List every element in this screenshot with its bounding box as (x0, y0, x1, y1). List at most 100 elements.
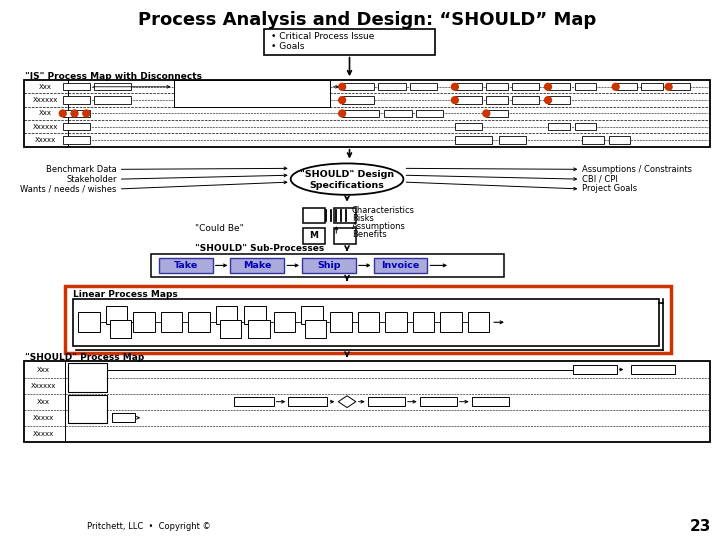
Circle shape (544, 97, 552, 104)
Text: Xxxxx: Xxxxx (32, 431, 54, 437)
Text: 23: 23 (689, 519, 711, 534)
Bar (274, 312, 295, 332)
Text: Project Goals: Project Goals (582, 185, 637, 193)
Circle shape (451, 83, 459, 90)
Bar (110, 320, 131, 338)
Circle shape (338, 97, 346, 104)
Bar (609, 137, 631, 144)
Text: • Critical Process Issue: • Critical Process Issue (271, 32, 374, 42)
Bar (68, 363, 107, 393)
Text: Process Analysis and Design: “SHOULD” Map: Process Analysis and Design: “SHOULD” Ma… (138, 11, 595, 29)
Bar (548, 123, 570, 131)
Bar (94, 97, 131, 104)
Circle shape (665, 83, 672, 90)
Bar (220, 320, 241, 338)
Bar (455, 137, 492, 144)
Bar (248, 320, 269, 338)
Circle shape (59, 110, 66, 117)
Text: "SHOULD" Design: "SHOULD" Design (300, 170, 394, 179)
Circle shape (338, 83, 346, 90)
Bar (63, 110, 90, 117)
Bar (24, 80, 710, 147)
Bar (305, 320, 326, 338)
Bar (548, 83, 570, 90)
Bar (472, 397, 509, 406)
Bar (499, 137, 526, 144)
Text: Xxx: Xxx (37, 399, 50, 404)
Bar (575, 123, 596, 131)
Bar (230, 258, 284, 273)
Bar (24, 361, 710, 442)
Bar (548, 97, 570, 104)
Text: Assumptions / Constraints: Assumptions / Constraints (582, 165, 693, 174)
Bar (302, 258, 356, 273)
Bar (379, 83, 406, 90)
Bar (669, 83, 690, 90)
Polygon shape (338, 396, 356, 408)
Bar (410, 83, 437, 90)
Text: Ship: Ship (318, 261, 341, 270)
Text: CBI / CPI: CBI / CPI (582, 174, 618, 184)
Text: "SHOULD" Process Map: "SHOULD" Process Map (25, 353, 145, 362)
Text: Stakeholder: Stakeholder (66, 174, 117, 184)
Bar (384, 110, 412, 117)
Text: Characteristics: Characteristics (352, 206, 415, 215)
Circle shape (483, 110, 490, 117)
Bar (188, 312, 210, 332)
Circle shape (612, 83, 619, 90)
Bar (512, 83, 539, 90)
Bar (63, 97, 90, 104)
Circle shape (71, 110, 78, 117)
Bar (133, 312, 155, 332)
Bar (486, 83, 508, 90)
Bar (68, 395, 107, 423)
Text: Take: Take (174, 261, 198, 270)
Text: Wants / needs / wishes: Wants / needs / wishes (20, 185, 117, 193)
Bar (303, 228, 325, 244)
Bar (303, 207, 325, 223)
Bar (342, 110, 379, 117)
Bar (455, 83, 482, 90)
Bar (385, 312, 407, 332)
Bar (63, 137, 90, 144)
Bar (94, 83, 131, 90)
Circle shape (544, 83, 552, 90)
Bar (486, 110, 508, 117)
Bar (468, 312, 489, 332)
Bar (330, 312, 352, 332)
Text: Benchmark Data: Benchmark Data (46, 165, 117, 174)
Bar (234, 397, 274, 406)
Text: Xxxxx: Xxxxx (35, 137, 55, 143)
Text: "IS" Process Map with Disconnects: "IS" Process Map with Disconnects (25, 72, 202, 80)
Bar (161, 312, 182, 332)
Bar (216, 306, 238, 323)
Bar (63, 123, 90, 131)
Text: Xxxxx: Xxxxx (32, 415, 54, 421)
Bar (159, 258, 212, 273)
Text: Xxxxxx: Xxxxxx (30, 383, 56, 389)
Bar (65, 286, 670, 353)
Text: Xxx: Xxx (39, 84, 52, 90)
Bar (374, 258, 428, 273)
Bar (413, 312, 434, 332)
Bar (420, 397, 457, 406)
Bar (334, 207, 356, 223)
Text: Linear Process Maps: Linear Process Maps (73, 291, 177, 299)
Text: Pritchett, LLC  •  Copyright ©: Pritchett, LLC • Copyright © (87, 522, 211, 531)
Bar (455, 123, 482, 131)
Circle shape (338, 110, 346, 117)
Bar (244, 306, 266, 323)
Text: Risks: Risks (352, 214, 374, 223)
Text: Make: Make (243, 261, 271, 270)
Bar (342, 97, 374, 104)
Bar (368, 397, 405, 406)
Bar (642, 83, 662, 90)
Bar (440, 312, 462, 332)
Bar (264, 29, 436, 55)
Bar (358, 312, 379, 332)
Bar (73, 299, 659, 346)
Circle shape (83, 110, 90, 117)
Text: "Could Be": "Could Be" (195, 224, 244, 233)
Bar (415, 110, 443, 117)
Text: Xxx: Xxx (37, 367, 50, 373)
